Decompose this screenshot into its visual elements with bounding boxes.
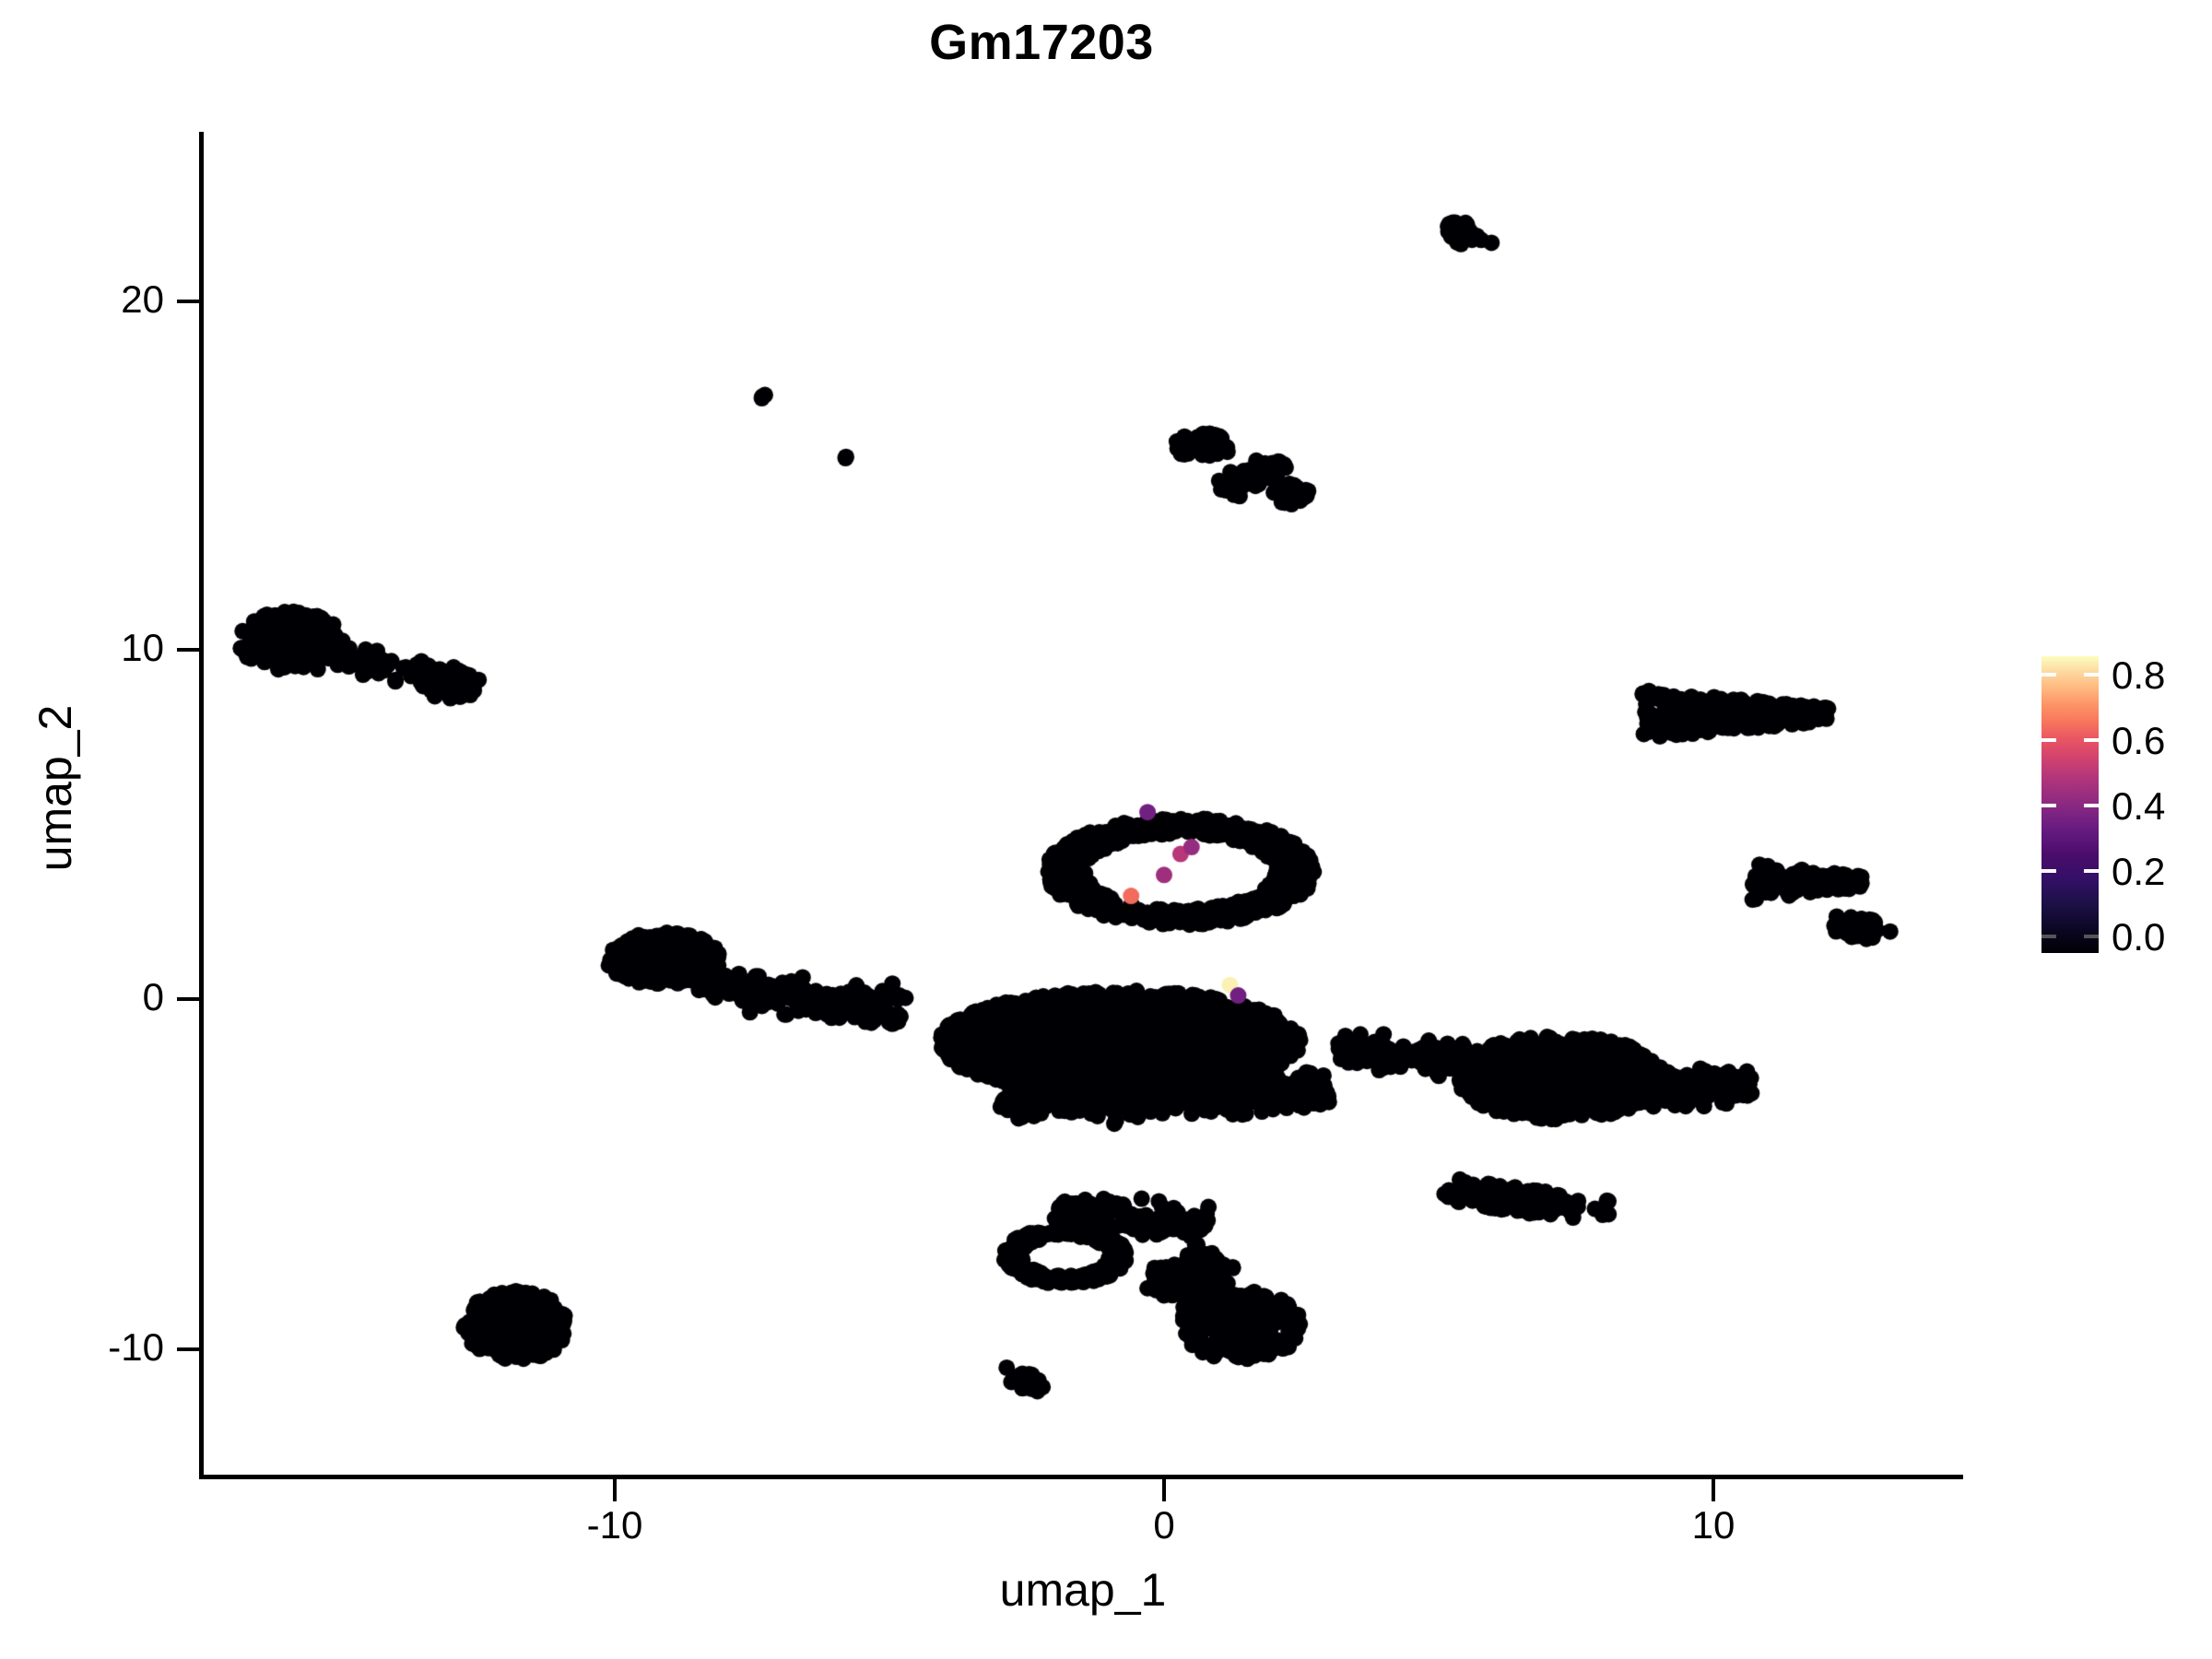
x-tick-label-0: 0 (1153, 1503, 1175, 1547)
y-axis-line (199, 132, 204, 1479)
colorbar-tick-0.8-left (2041, 673, 2056, 677)
plot-panel (203, 132, 1963, 1477)
page-title: Gm17203 (929, 15, 1154, 70)
colorbar-label-0.8: 0.8 (2112, 653, 2166, 697)
colorbar-label-0.6: 0.6 (2112, 719, 2166, 762)
colorbar-tick-0.0-right (2084, 935, 2099, 938)
colorbar-label-0.0: 0.0 (2112, 915, 2166, 959)
colorbar-tick-0.0-left (2041, 935, 2056, 938)
x-tick-mark-0 (1162, 1479, 1166, 1501)
y-tick-label-20: 20 (121, 277, 164, 321)
x-axis-line (199, 1475, 1963, 1479)
y-tick-label-0: 0 (142, 975, 164, 1018)
y-tick-label-neg10: -10 (108, 1325, 164, 1369)
y-axis-title: umap_2 (29, 704, 81, 872)
colorbar (2041, 656, 2099, 953)
x-tick-mark-10 (1712, 1479, 1715, 1501)
scatter-points-canvas (203, 132, 1963, 1477)
y-tick-label-10: 10 (121, 626, 164, 669)
y-tick-mark-10 (177, 648, 199, 652)
colorbar-tick-0.2-right (2084, 869, 2099, 873)
colorbar-tick-0.6-left (2041, 738, 2056, 742)
colorbar-label-0.4: 0.4 (2112, 784, 2166, 828)
colorbar-tick-0.6-right (2084, 738, 2099, 742)
colorbar-tick-0.4-right (2084, 804, 2099, 807)
colorbar-label-0.2: 0.2 (2112, 850, 2166, 893)
colorbar-legend: 0.8 0.6 0.4 0.2 0.0 (2032, 636, 2207, 986)
colorbar-tick-0.2-left (2041, 869, 2056, 873)
y-tick-mark-neg10 (177, 1347, 199, 1351)
x-tick-mark-neg10 (613, 1479, 617, 1501)
x-tick-label-10: 10 (1691, 1503, 1735, 1547)
colorbar-tick-0.8-right (2084, 673, 2099, 677)
y-tick-mark-0 (177, 997, 199, 1001)
colorbar-tick-0.4-left (2041, 804, 2056, 807)
y-tick-mark-20 (177, 300, 199, 303)
x-axis-title: umap_1 (999, 1564, 1167, 1616)
x-tick-label-neg10: -10 (586, 1503, 643, 1547)
